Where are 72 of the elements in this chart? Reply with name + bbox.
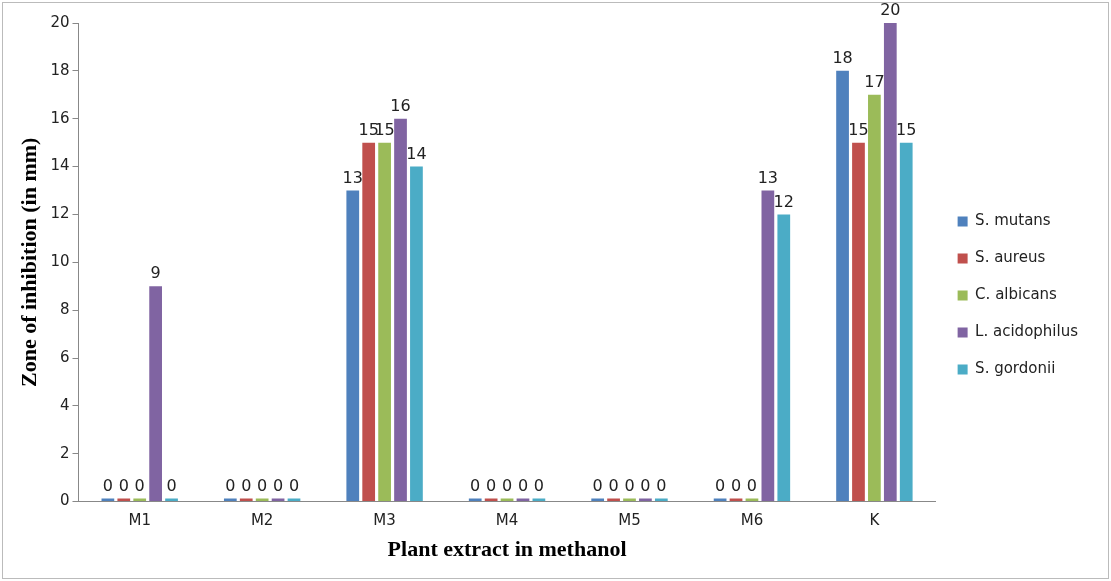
y-tick-label: 0 — [59, 491, 70, 510]
bar — [149, 286, 162, 502]
data-label: 0 — [624, 475, 635, 495]
y-tick-label: 2 — [59, 443, 70, 462]
bar — [883, 23, 897, 502]
y-tick-label: 18 — [50, 60, 70, 79]
legend-label: S. aureus — [975, 248, 1046, 267]
data-label: 0 — [501, 475, 513, 495]
data-label: 0 — [746, 475, 758, 495]
x-tick-label: M3 — [373, 511, 396, 530]
legend-label: L. acidophilus — [975, 322, 1079, 341]
data-label: 15 — [848, 119, 869, 139]
bar — [852, 142, 865, 502]
data-label: 16 — [390, 95, 411, 115]
bar — [899, 142, 913, 502]
data-label: 20 — [880, 0, 901, 20]
y-tick-label: 16 — [50, 108, 70, 127]
bar — [410, 166, 423, 502]
legend-label: S. mutans — [975, 211, 1051, 230]
y-tick-label: 4 — [59, 395, 70, 414]
data-label: 0 — [166, 475, 177, 495]
data-label: 18 — [832, 48, 853, 68]
data-label: 0 — [608, 475, 619, 495]
y-tick-label: 10 — [50, 252, 70, 271]
y-axis-title: Zone of inhibition (in mm) — [15, 137, 41, 387]
data-label: 0 — [241, 475, 252, 495]
y-tick-label: 20 — [50, 12, 70, 31]
bar — [761, 190, 775, 502]
data-label: 12 — [773, 191, 794, 211]
x-tick-label: M2 — [250, 511, 274, 530]
y-tick-label: 8 — [59, 300, 70, 319]
data-label: 0 — [102, 475, 113, 495]
data-label: 17 — [864, 71, 885, 91]
data-label: 0 — [225, 475, 236, 495]
data-label: 0 — [533, 475, 544, 495]
data-label: 0 — [656, 475, 667, 495]
legend-label: C. albicans — [975, 285, 1058, 304]
bar — [836, 70, 849, 502]
data-label: 0 — [470, 475, 481, 495]
data-label: 0 — [118, 475, 129, 495]
data-label: 0 — [592, 475, 603, 495]
data-label: 13 — [342, 167, 363, 187]
bar — [362, 142, 376, 502]
legend-label: S. gordonii — [975, 359, 1056, 378]
bar — [378, 142, 391, 502]
x-axis-title: Plant extract in methanol — [387, 536, 627, 562]
data-label: 0 — [730, 475, 742, 495]
data-label: 0 — [517, 475, 529, 495]
x-tick-label: M1 — [128, 511, 151, 530]
data-label: 0 — [288, 475, 300, 495]
bar — [346, 190, 360, 502]
data-label: 15 — [896, 119, 917, 139]
bar — [394, 118, 407, 502]
data-label: 0 — [486, 475, 497, 495]
bar — [868, 94, 881, 502]
x-tick-label: M6 — [740, 511, 764, 530]
y-tick-label: 14 — [50, 156, 70, 175]
data-label: 0 — [134, 475, 145, 495]
data-label: 0 — [640, 475, 651, 495]
bar — [777, 214, 791, 502]
data-label: 0 — [257, 475, 268, 495]
data-label: 13 — [757, 167, 779, 187]
x-tick-label: M5 — [618, 511, 641, 530]
data-label: 14 — [406, 143, 427, 163]
x-tick-label: M4 — [495, 511, 519, 530]
data-label: 15 — [358, 119, 379, 139]
data-label: 9 — [150, 263, 161, 283]
data-label: 0 — [715, 475, 726, 495]
data-label: 0 — [272, 475, 284, 495]
y-tick-label: 12 — [50, 204, 70, 223]
y-tick-label: 6 — [59, 347, 70, 366]
x-tick-label: K — [869, 511, 881, 530]
